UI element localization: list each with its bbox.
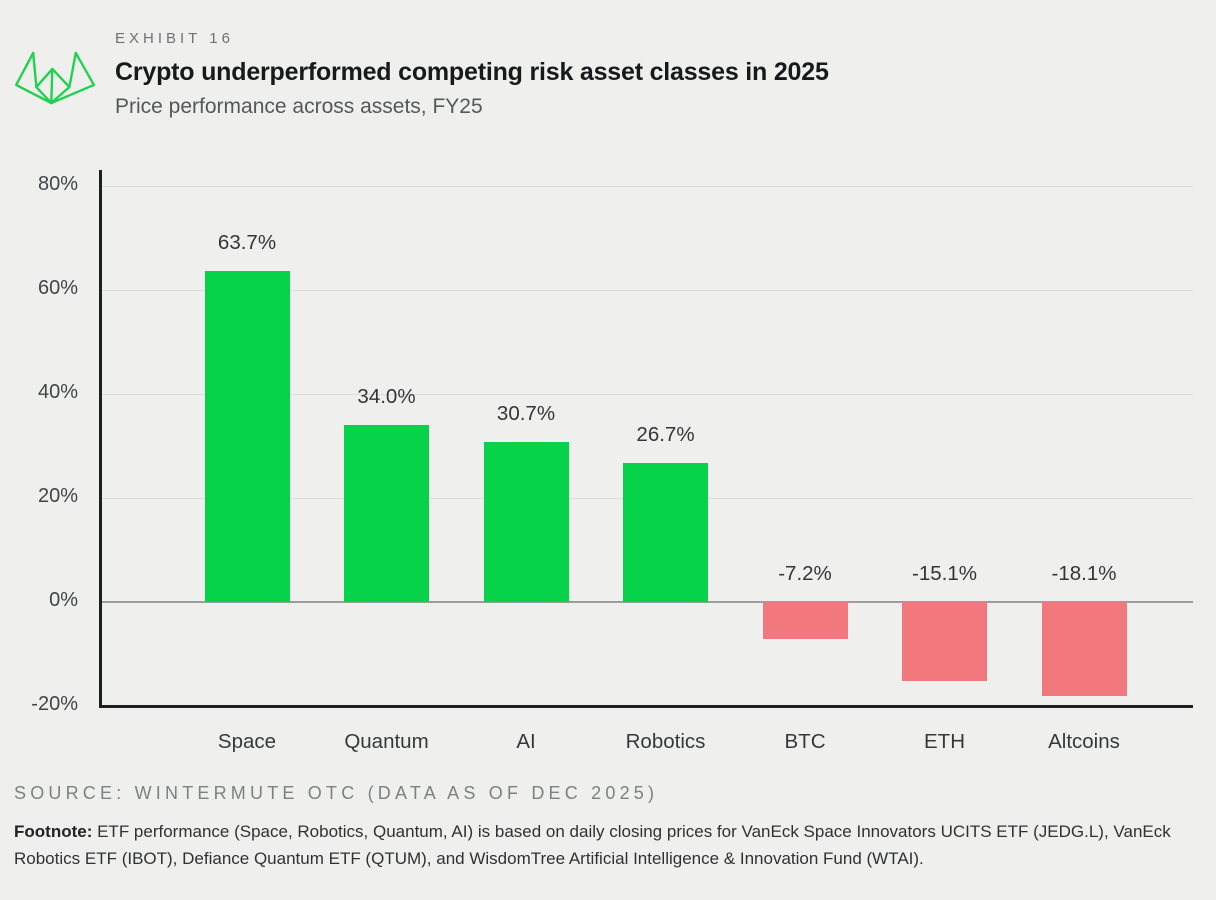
source-line: SOURCE: WINTERMUTE OTC (DATA AS OF DEC 2… xyxy=(14,783,659,803)
x-category-label-btc: BTC xyxy=(784,730,826,753)
bar-value-label-altcoins: -18.1% xyxy=(1051,562,1117,585)
y-axis-tick-label: 80% xyxy=(37,173,78,195)
bar-value-label-eth: -15.1% xyxy=(912,562,977,585)
gridline-80 xyxy=(100,185,1193,187)
bar-quantum xyxy=(344,425,429,602)
bar-btc xyxy=(762,602,848,640)
gridline-60 xyxy=(100,289,1193,291)
x-category-label-robotics: Robotics xyxy=(625,730,706,753)
exhibit-label: EXHIBIT 16 xyxy=(115,30,234,47)
footnote: Footnote: ETF performance (Space, Roboti… xyxy=(14,819,1206,873)
wintermute-logo-icon xyxy=(14,51,96,105)
bar-value-label-robotics: 26.7% xyxy=(636,423,695,447)
footnote-text: ETF performance (Space, Robotics, Quantu… xyxy=(14,822,1171,868)
zero-gridline xyxy=(100,601,1193,603)
y-axis-tick-label: 20% xyxy=(37,485,78,507)
bar-value-label-ai: 30.7% xyxy=(496,402,556,426)
bar-eth xyxy=(902,602,987,681)
x-category-label-space: Space xyxy=(217,730,277,753)
footnote-label: Footnote: xyxy=(14,822,93,841)
y-axis-tick-label: 0% xyxy=(49,589,78,611)
chart-subtitle: Price performance across assets, FY25 xyxy=(115,95,483,118)
y-axis-line xyxy=(98,170,102,708)
page-title: Crypto underperformed competing risk ass… xyxy=(115,58,829,86)
y-axis-tick-label: 60% xyxy=(37,277,78,299)
x-category-label-eth: ETH xyxy=(924,730,965,753)
bar-value-label-space: 63.7% xyxy=(217,230,277,254)
bar-space xyxy=(204,270,290,602)
x-category-label-ai: AI xyxy=(516,730,536,753)
x-category-label-quantum: Quantum xyxy=(344,730,429,753)
bar-robotics xyxy=(623,463,708,602)
x-axis-line xyxy=(98,704,1193,708)
bar-altcoins xyxy=(1041,602,1127,697)
y-axis-tick-label: -20% xyxy=(31,693,78,715)
gridline-40 xyxy=(100,393,1193,395)
bar-value-label-btc: -7.2% xyxy=(778,562,832,585)
bar-value-label-quantum: 34.0% xyxy=(357,385,416,409)
x-category-label-altcoins: Altcoins xyxy=(1048,730,1120,753)
bar-ai xyxy=(483,442,569,602)
y-axis-tick-label: 40% xyxy=(37,381,78,403)
